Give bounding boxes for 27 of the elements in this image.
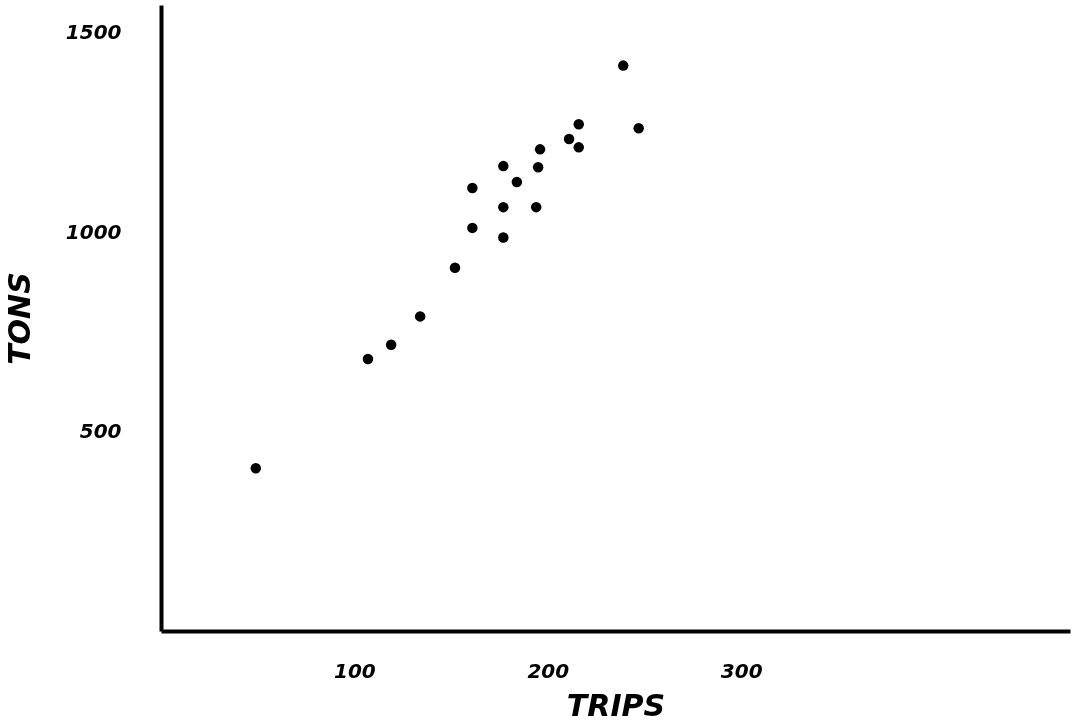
- y-tick-label: 1000: [65, 219, 122, 244]
- point: [250, 463, 262, 474]
- x-axis-title: TRIPS: [566, 687, 666, 723]
- y-tick-label: 500: [79, 419, 122, 444]
- point: [385, 339, 397, 350]
- point: [498, 201, 509, 213]
- point: [498, 160, 509, 172]
- point: [530, 201, 542, 213]
- x-tick-label: 300: [720, 658, 763, 683]
- point: [414, 311, 426, 322]
- point: [511, 176, 523, 188]
- point: [617, 60, 629, 71]
- point: [573, 118, 584, 130]
- y-tick-label: 1500: [65, 20, 122, 45]
- point: [498, 232, 509, 243]
- point: [633, 122, 644, 134]
- point: [362, 353, 374, 365]
- point: [449, 262, 461, 273]
- point: [532, 162, 544, 173]
- x-tick-label: 200: [527, 658, 570, 683]
- point: [467, 222, 478, 234]
- point: [467, 182, 478, 194]
- point: [573, 142, 584, 153]
- point: [534, 144, 546, 155]
- point: [563, 133, 575, 145]
- x-tick-label: 100: [334, 658, 376, 683]
- y-axis-title: TONS: [1, 272, 37, 365]
